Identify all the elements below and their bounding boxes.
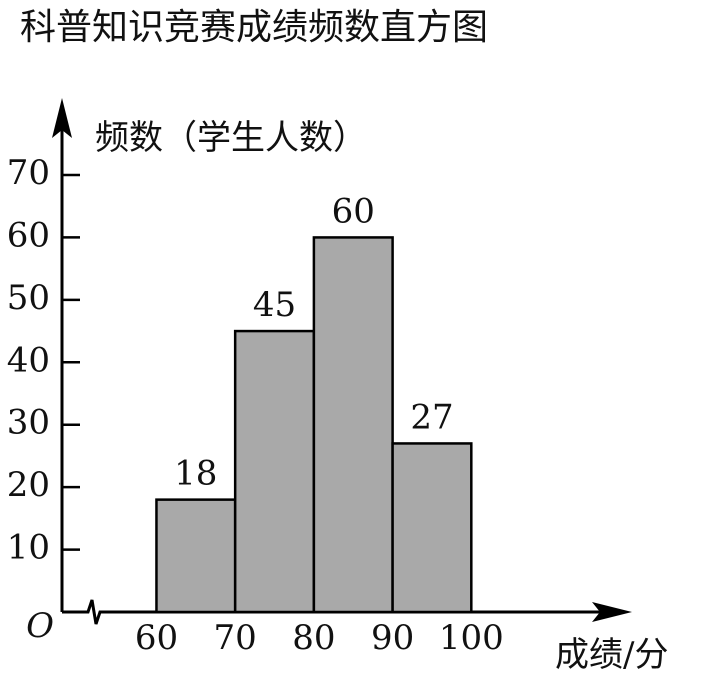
y-tick-label: 60: [7, 215, 50, 255]
y-axis-label: 频数（学生人数）: [95, 118, 367, 158]
value-label: 45: [253, 285, 296, 325]
bar: [155, 498, 237, 614]
y-tick-label: 40: [7, 340, 50, 380]
y-axis-arrow: [52, 98, 72, 138]
y-tick-label: 30: [7, 403, 50, 443]
x-tick-label: 90: [371, 618, 414, 658]
x-tick-label: 80: [292, 618, 335, 658]
bar: [233, 329, 316, 614]
y-tick-label: 50: [7, 278, 50, 318]
bar: [312, 236, 394, 614]
bar: [391, 442, 473, 614]
value-label: 27: [410, 397, 453, 437]
x-tick-label: 60: [135, 618, 178, 658]
x-tick-label: 70: [214, 618, 257, 658]
x-tick-label: 100: [439, 618, 504, 658]
origin-label: O: [26, 606, 54, 646]
y-tick-label: 10: [7, 528, 50, 568]
y-tick-label: 20: [7, 465, 50, 505]
x-axis-arrow: [592, 602, 632, 622]
y-tick-label: 70: [7, 153, 50, 193]
value-label: 60: [332, 191, 375, 231]
value-label: 18: [174, 454, 217, 494]
chart-title: 科普知识竞赛成绩频数直方图: [20, 7, 488, 48]
x-axis-label: 成绩/分: [555, 635, 668, 675]
